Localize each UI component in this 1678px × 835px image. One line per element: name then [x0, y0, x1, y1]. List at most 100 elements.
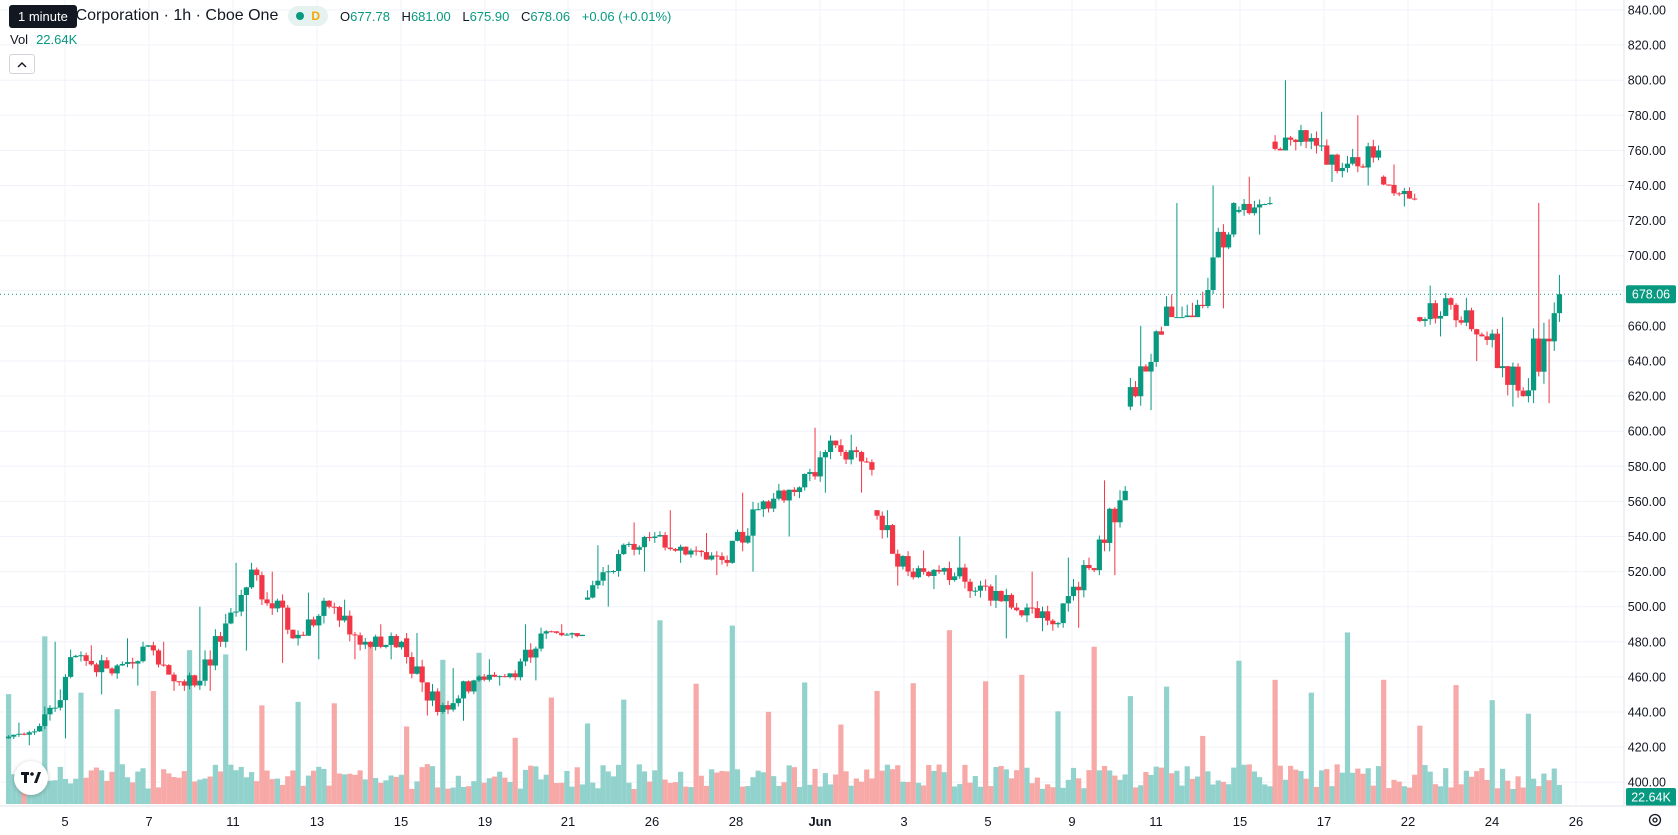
volume-bar — [1050, 787, 1056, 804]
volume-bar — [1324, 769, 1330, 804]
volume-bar — [181, 771, 187, 804]
volume-bar — [993, 767, 999, 804]
volume-bar — [1412, 774, 1418, 804]
volume-bar — [548, 697, 554, 804]
volume-bar — [124, 777, 131, 804]
candle-body — [336, 607, 343, 621]
candle-body — [1525, 390, 1532, 397]
candle-body — [207, 659, 213, 666]
candle-body — [507, 673, 513, 678]
candle-body — [47, 707, 53, 715]
volume-bar — [1499, 768, 1506, 804]
volume-bar — [362, 779, 368, 804]
candle-body — [435, 691, 441, 712]
price-tick-label: 640.00 — [1628, 355, 1666, 369]
candle-body — [977, 585, 984, 591]
volume-bar — [522, 769, 529, 804]
volume-bar — [1556, 784, 1563, 804]
collapse-legend-button[interactable] — [9, 54, 35, 74]
volume-bar — [1231, 767, 1237, 804]
volume-bar — [952, 786, 958, 804]
candle-body — [1499, 366, 1506, 369]
volume-bar — [703, 785, 710, 804]
candle-body — [73, 655, 79, 658]
candle-body — [445, 705, 451, 710]
time-tick-label: 28 — [729, 814, 743, 829]
volume-bar — [786, 765, 792, 804]
candle-body — [1251, 207, 1258, 214]
volume-bar — [1319, 770, 1325, 804]
price-tick-label: 820.00 — [1628, 39, 1666, 53]
candle-body — [1427, 303, 1433, 320]
candle-body — [57, 700, 63, 708]
volume-bar — [796, 786, 803, 804]
volume-value: 22.64K — [36, 32, 78, 47]
volume-bar — [223, 654, 229, 804]
candle-body — [895, 553, 901, 567]
candle-body — [517, 661, 523, 678]
volume-bar — [967, 782, 973, 804]
time-tick-label: 15 — [394, 814, 408, 829]
volume-bar — [1205, 771, 1211, 804]
volume-bar — [73, 778, 79, 804]
volume-bar — [920, 785, 927, 804]
volume-bar — [1086, 770, 1092, 804]
price-axis[interactable]: 840.00 820.00 800.00 780.00 760.00 740.00 720.… — [1623, 0, 1678, 835]
candle-body — [419, 666, 425, 683]
volume-bar — [745, 786, 751, 804]
candle-body — [636, 547, 642, 550]
candle-body — [864, 461, 870, 463]
volume-bar — [1220, 781, 1227, 804]
time-tick-label: 21 — [561, 814, 575, 829]
time-tick-label: 17 — [1317, 814, 1331, 829]
volume-bar — [68, 783, 74, 804]
high-value: 681.00 — [410, 8, 451, 24]
volume-bar — [1107, 770, 1113, 804]
candle-body — [833, 440, 839, 446]
candle-body — [822, 452, 828, 458]
volume-bar — [998, 765, 1004, 804]
volume-label[interactable]: Vol — [10, 32, 29, 47]
price-tick-label: 760.00 — [1628, 144, 1666, 158]
candle-body — [274, 600, 281, 609]
volume-bar — [615, 764, 622, 804]
chart-settings-button[interactable] — [1646, 811, 1664, 829]
candle-body — [1236, 210, 1242, 212]
volume-bar — [259, 705, 265, 804]
market-status-chip[interactable]: D — [288, 6, 329, 26]
open-label: O — [340, 8, 351, 24]
candle-body — [285, 607, 291, 630]
volume-bar — [414, 781, 420, 804]
volume-bar — [1422, 765, 1428, 804]
tradingview-logo-icon[interactable] — [14, 761, 48, 795]
time-axis[interactable]: 5 7 11 13 15 19 21 26 28 Jun 3 5 9 11 15 17 22 24 26 — [0, 805, 1678, 829]
candle-body — [279, 600, 286, 608]
volume-bar — [936, 764, 942, 804]
volume-bar — [367, 643, 374, 804]
volume-bar — [331, 703, 337, 804]
volume-bar — [383, 780, 389, 804]
candle-body — [1339, 167, 1345, 172]
volume-bar — [719, 770, 725, 804]
candle-body — [533, 648, 539, 658]
candle-body — [610, 571, 617, 573]
candle-body — [719, 556, 725, 560]
volume-bar — [1014, 770, 1020, 804]
candle-body — [709, 555, 715, 560]
candle-body — [1556, 294, 1563, 314]
volume-bar — [1308, 692, 1314, 804]
volume-bar — [812, 768, 818, 804]
candle-body — [502, 676, 508, 678]
volume-bar — [1386, 788, 1392, 804]
volume-bar — [517, 788, 523, 804]
volume-bar — [11, 774, 17, 804]
candle-body — [1370, 146, 1376, 158]
volume-bar — [279, 784, 286, 804]
price-tick-label: 500.00 — [1628, 600, 1666, 614]
candle-body — [626, 543, 632, 545]
volume-bar — [435, 787, 441, 804]
candle-body — [321, 600, 327, 616]
candle-body — [1267, 203, 1273, 205]
candle-body — [714, 555, 720, 557]
